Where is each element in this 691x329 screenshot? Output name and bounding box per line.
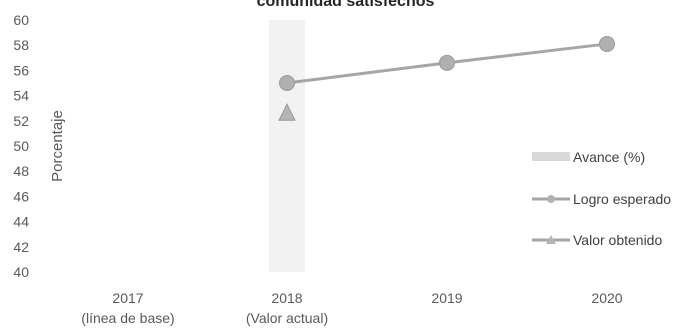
point-marker bbox=[279, 75, 295, 91]
x-axis-ticks: 2017 (línea de base) 2018 (Valor actual) 201… bbox=[81, 290, 622, 326]
y-tick-label: 50 bbox=[13, 138, 29, 154]
y-tick-label: 46 bbox=[13, 188, 29, 204]
bar-series bbox=[269, 20, 305, 272]
y-tick-label: 40 bbox=[13, 264, 29, 280]
y-tick-label: 52 bbox=[13, 113, 29, 129]
chart-title: comunidad satisfechos bbox=[256, 0, 435, 10]
point-marker bbox=[599, 35, 615, 52]
point-marker bbox=[439, 54, 455, 71]
series-markers bbox=[278, 35, 615, 121]
x-tick-label: (Valor actual) bbox=[246, 310, 328, 326]
legend-marker bbox=[546, 235, 556, 244]
legend-marker bbox=[547, 195, 555, 203]
y-tick-label: 48 bbox=[13, 163, 29, 179]
x-tick-label: 2019 bbox=[431, 290, 462, 306]
legend-swatch bbox=[532, 152, 570, 161]
y-tick-label: 60 bbox=[13, 12, 29, 28]
x-tick-label: 2018 bbox=[271, 290, 302, 306]
x-tick-label: (línea de base) bbox=[81, 310, 174, 326]
legend-label: Valor obtenido bbox=[573, 232, 662, 248]
y-tick-label: 44 bbox=[13, 214, 29, 230]
legend-label: Avance (%) bbox=[573, 149, 645, 165]
y-tick-label: 58 bbox=[13, 37, 29, 53]
y-tick-label: 42 bbox=[13, 239, 29, 255]
point-marker bbox=[278, 103, 296, 121]
x-tick-label: 2020 bbox=[591, 290, 622, 306]
chart-legend: Avance (%) Logro esperado Valor obtenido bbox=[532, 149, 671, 248]
y-tick-label: 54 bbox=[13, 88, 29, 104]
y-axis-label: Porcentaje bbox=[49, 110, 66, 182]
y-axis-ticks: 40 42 44 46 48 50 52 54 56 58 60 bbox=[13, 12, 29, 280]
x-tick-label: 2017 bbox=[112, 290, 143, 306]
bar bbox=[269, 20, 305, 272]
legend-label: Logro esperado bbox=[573, 191, 671, 207]
y-tick-label: 56 bbox=[13, 62, 29, 78]
